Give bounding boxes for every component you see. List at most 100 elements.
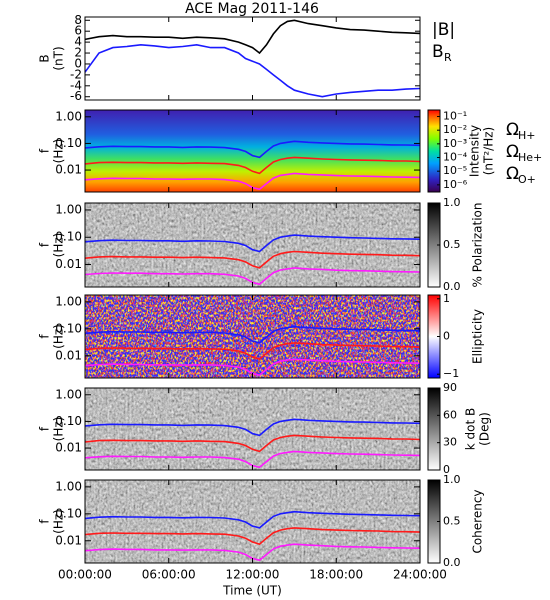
colorbar-tick-label: 1 [443, 292, 450, 305]
colorbar-label: Ellipticity [471, 309, 485, 364]
legend-label: B [432, 42, 444, 62]
x-tick-label: 06:00:00 [142, 568, 196, 582]
gyrofrequency-line [84, 140, 421, 159]
colorbar-label: % Polarization [471, 203, 485, 288]
chart-title: ACE Mag 2011-146 [185, 1, 319, 17]
y-tick-label: 1.00 [55, 202, 82, 216]
y-tick-label: 6 [74, 24, 82, 38]
legend-label: Ω [506, 164, 519, 184]
y-axis-label: f [38, 519, 52, 524]
gyrofrequency-line [84, 342, 421, 361]
spectrogram-image [85, 110, 420, 192]
x-tick-label: 00:00:00 [58, 568, 112, 582]
colorbar-label: Intensity [468, 125, 482, 177]
colorbar [427, 109, 441, 193]
y-tick-label: 0.01 [55, 257, 82, 271]
legend-subscript: He+ [518, 151, 542, 164]
y-axis-label: (nT) [52, 46, 66, 70]
y-tick-label: 8 [74, 13, 82, 27]
y-axis-label: f [38, 426, 52, 431]
line-series [84, 43, 421, 98]
colorbar-tick-label: 10⁻⁵ [443, 164, 467, 177]
legend-label: |B| [432, 20, 455, 40]
y-axis-label: B [38, 54, 52, 62]
colorbar-label: (Deg) [478, 412, 492, 446]
colorbar-label: (nT²/Hz) [482, 127, 496, 175]
gyrofrequency-line [84, 358, 421, 377]
y-tick-label: 1.00 [55, 387, 82, 401]
gyrofrequency-line [84, 527, 421, 546]
y-tick-label: 0.10 [55, 230, 82, 244]
colorbar-tick-label: 10⁻³ [443, 137, 467, 150]
y-tick-label: 0.01 [55, 533, 82, 547]
colorbar-tick-label: 0.0 [443, 280, 461, 293]
y-axis-label: f [38, 148, 52, 153]
y-tick-label: -2 [70, 67, 82, 81]
y-tick-label: 1.00 [55, 109, 82, 123]
gyrofrequency-line [84, 172, 421, 191]
gyrofrequency-line [84, 510, 421, 529]
gyrofrequency-line [84, 325, 421, 344]
colorbar-tick-label: 0.5 [443, 515, 461, 528]
y-tick-label: 1.00 [55, 479, 82, 493]
colorbar-tick-label: 0 [443, 463, 450, 476]
colorbar-tick-label: 0.5 [443, 238, 461, 251]
colorbar-tick-label: 60 [443, 408, 457, 421]
x-tick-label: 24:00:00 [393, 568, 447, 582]
colorbar-tick-label: 10⁻⁶ [443, 178, 468, 191]
colorbar [427, 387, 441, 471]
y-axis-label: (Hz) [52, 233, 66, 258]
colorbar-label: k dot B [464, 408, 478, 450]
colorbar-tick-label: −1 [443, 367, 459, 380]
colorbar-tick-label: 10⁻⁴ [443, 151, 468, 164]
colorbar-tick-label: 1.0 [443, 473, 461, 486]
y-tick-label: 0.01 [55, 441, 82, 455]
legend-subscript: O+ [518, 173, 536, 186]
spectrogram-image [85, 388, 420, 470]
legend-subscript: H+ [518, 129, 536, 142]
x-tick-label: 18:00:00 [309, 568, 363, 582]
plot-frame [84, 16, 421, 101]
colorbar-tick-label: 10⁻¹ [443, 110, 467, 123]
legend-subscript: R [444, 51, 452, 64]
legend-label: Ω [506, 120, 519, 140]
y-tick-label: -6 [70, 89, 82, 103]
gyrofrequency-line [84, 434, 421, 453]
line-series [84, 19, 421, 55]
y-tick-label: 0.01 [55, 348, 82, 362]
y-tick-label: -4 [70, 78, 82, 92]
gyrofrequency-line [84, 450, 421, 469]
y-tick-label: 0.01 [55, 163, 82, 177]
y-tick-label: 0 [74, 56, 82, 70]
colorbar-tick-label: 0 [443, 330, 450, 343]
gyrofrequency-line [84, 250, 421, 269]
legend-label: Ω [506, 142, 519, 162]
gyrofrequency-line [84, 267, 421, 286]
y-axis-label: (Hz) [52, 324, 66, 349]
gyrofrequency-line [84, 418, 421, 437]
y-axis-label: (Hz) [52, 509, 66, 534]
colorbar-tick-label: 1.0 [443, 196, 461, 209]
colorbar-tick-label: 90 [443, 381, 457, 394]
gyrofrequency-line [84, 156, 421, 175]
y-axis-label: f [38, 334, 52, 339]
y-tick-label: 0.10 [55, 321, 82, 335]
y-tick-label: 1.00 [55, 294, 82, 308]
y-tick-label: 0.10 [55, 136, 82, 150]
y-tick-label: 4 [74, 35, 82, 49]
gyrofrequency-line [84, 234, 421, 253]
y-axis-label: (Hz) [52, 417, 66, 442]
colorbar-tick-label: 30 [443, 436, 457, 449]
y-axis-label: (Hz) [52, 139, 66, 164]
y-axis-label: f [38, 242, 52, 247]
colorbar-tick-label: 0.0 [443, 556, 461, 569]
spectrogram-image [85, 295, 420, 378]
colorbar-label: Coherency [471, 489, 485, 553]
x-axis-label: Time (UT) [222, 584, 282, 598]
y-tick-label: 0.10 [55, 506, 82, 520]
spectrogram-image [85, 203, 420, 287]
gyrofrequency-line [84, 543, 421, 562]
colorbar-tick-label: 10⁻² [443, 123, 467, 136]
y-tick-label: 2 [74, 46, 82, 60]
